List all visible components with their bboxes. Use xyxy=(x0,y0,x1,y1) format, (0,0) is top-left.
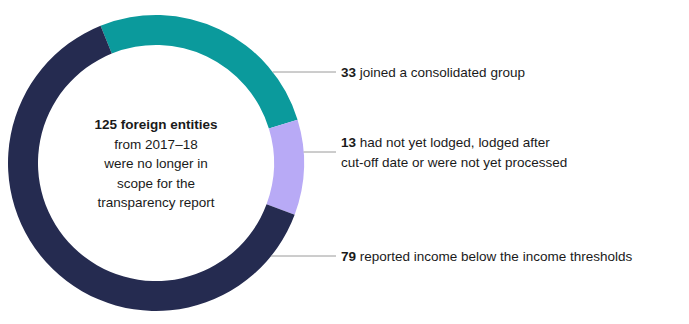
label: 13 had not yet lodged, lodged after xyxy=(341,135,550,150)
category-label: had not yet lodged, lodged after xyxy=(356,135,550,150)
label: 33 joined a consolidated group xyxy=(341,65,525,80)
slice xyxy=(8,26,295,311)
category-label: cut-off date or were not yet processed xyxy=(341,155,567,170)
slices xyxy=(8,15,304,311)
value-label: 79 xyxy=(341,249,356,264)
category-label: joined a consolidated group xyxy=(356,65,525,80)
value-label: 13 xyxy=(341,135,357,150)
slice xyxy=(267,120,304,215)
label: 79 reported income below the income thre… xyxy=(341,249,632,264)
leader-line xyxy=(271,256,336,257)
chart-container: 125 foreign entitiesfrom 2017–18were no … xyxy=(0,0,689,324)
category-label: reported income below the income thresho… xyxy=(356,249,632,264)
labels: 33 joined a consolidated group 13 had not… xyxy=(271,65,632,264)
value-label: 33 xyxy=(341,65,357,80)
slice xyxy=(101,15,298,129)
leader-line xyxy=(304,152,336,153)
donut-chart: 125 foreign entitiesfrom 2017–18were no … xyxy=(0,0,689,324)
title: 125 foreign entitiesfrom 2017–18were no … xyxy=(94,117,217,210)
leader-line xyxy=(273,72,336,73)
